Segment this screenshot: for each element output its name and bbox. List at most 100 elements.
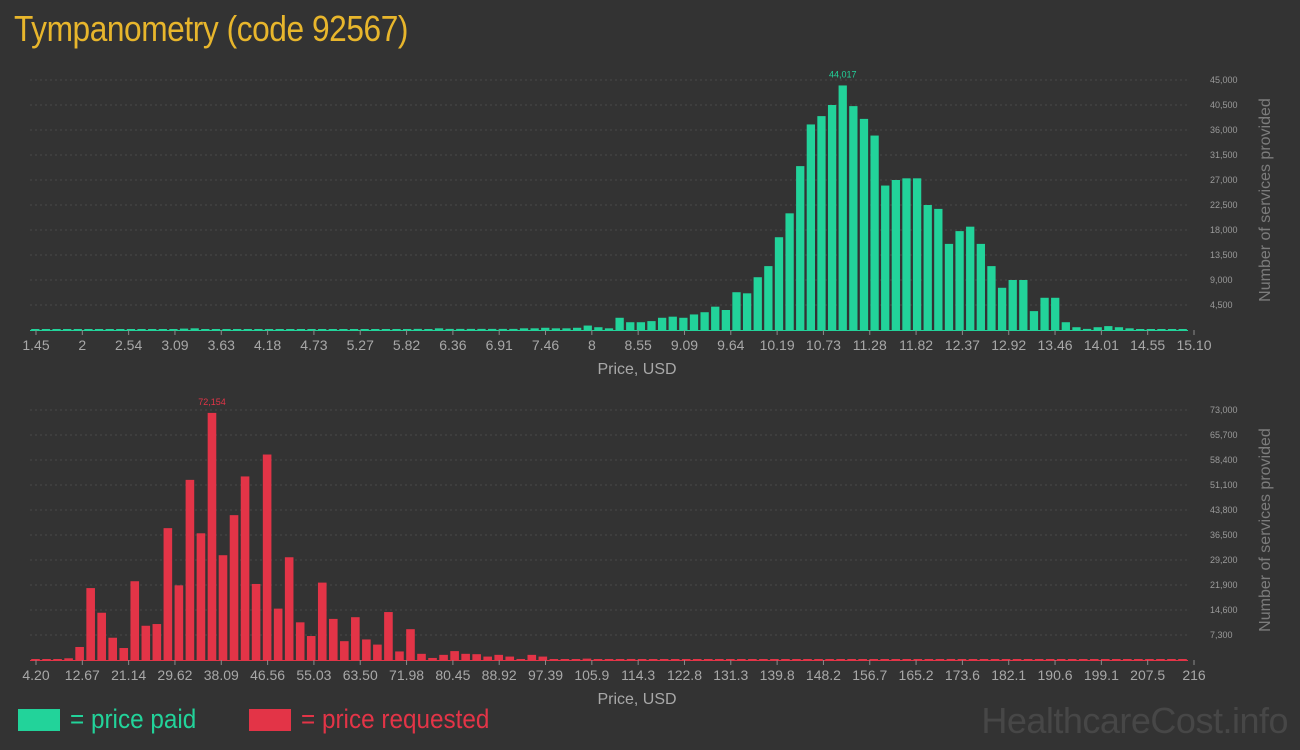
bar	[424, 329, 433, 330]
bar	[636, 322, 646, 330]
x-tick-label: 4.20	[22, 667, 49, 683]
bar	[955, 231, 964, 330]
bar	[1078, 659, 1088, 660]
bar	[1156, 659, 1165, 660]
bar	[626, 322, 635, 330]
y-tick-label: 43,800	[1210, 505, 1238, 515]
bar	[1040, 297, 1049, 330]
bar	[233, 329, 242, 330]
bar	[53, 659, 62, 660]
bar	[116, 329, 125, 330]
y-axis-title: Number of services provided	[1257, 98, 1274, 302]
bar	[1067, 659, 1077, 660]
bar	[63, 329, 72, 330]
bar	[509, 328, 518, 330]
bar	[472, 654, 481, 660]
bar	[307, 329, 316, 330]
bar	[1034, 659, 1044, 660]
bar	[94, 329, 104, 330]
bar	[648, 659, 658, 660]
legend-price-paid: = price paid	[18, 704, 210, 735]
bar	[849, 106, 858, 330]
x-tick-label: 8	[588, 337, 596, 353]
bar	[530, 328, 539, 330]
x-tick-label: 122.8	[667, 667, 702, 683]
y-tick-label: 13,500	[1210, 250, 1238, 260]
bar	[1134, 659, 1143, 660]
bar	[169, 329, 178, 330]
bar	[211, 329, 221, 330]
bar	[764, 266, 773, 330]
bar	[681, 659, 691, 660]
x-tick-label: 4.18	[254, 337, 281, 353]
bar	[847, 659, 856, 660]
bar	[384, 612, 393, 660]
legend-price-requested: = price requested	[249, 704, 510, 735]
x-tick-label: 97.39	[528, 667, 563, 683]
x-tick-label: 173.6	[945, 667, 980, 683]
bar	[251, 583, 261, 660]
x-tick-label: 3.09	[161, 337, 188, 353]
bar	[637, 659, 647, 660]
bar	[785, 213, 794, 330]
bar	[158, 329, 167, 330]
bar	[912, 178, 922, 330]
bar	[349, 329, 359, 330]
bar	[732, 292, 741, 330]
bar	[152, 624, 162, 660]
y-tick-label: 7,300	[1210, 630, 1233, 640]
bar	[987, 266, 996, 330]
bar	[328, 618, 338, 660]
bar	[1072, 327, 1081, 330]
bar	[670, 659, 680, 660]
x-tick-label: 38.09	[204, 667, 239, 683]
x-tick-label: 199.1	[1084, 667, 1119, 683]
bar	[196, 533, 206, 660]
bar	[659, 659, 669, 660]
x-tick-label: 15.10	[1176, 337, 1211, 353]
bar	[934, 208, 943, 330]
x-tick-label: 5.82	[393, 337, 420, 353]
bar	[880, 659, 890, 660]
bar	[737, 659, 746, 660]
y-axis-title: Number of services provided	[1257, 428, 1274, 632]
bar	[774, 237, 784, 330]
bar	[179, 328, 189, 330]
x-axis-title: Price, USD	[597, 361, 676, 378]
bar	[770, 659, 779, 660]
bar	[126, 329, 136, 330]
bar	[371, 329, 380, 330]
bar	[1146, 329, 1155, 330]
legend-requested-swatch	[249, 708, 291, 731]
watermark: HealthcareCost.info	[981, 700, 1288, 741]
bar	[753, 277, 762, 330]
x-tick-label: 29.62	[157, 667, 192, 683]
price-paid-chart: 4,500 9,000 13,500 18,000 22,500 27,000 31,500…	[22, 69, 1274, 378]
bar	[968, 659, 978, 660]
x-tick-label: 114.3	[621, 667, 655, 683]
bar	[1008, 280, 1017, 330]
bar	[527, 654, 537, 660]
bar	[42, 659, 51, 660]
bar	[814, 659, 823, 660]
bar	[1019, 280, 1028, 330]
bar	[604, 328, 614, 330]
bar	[275, 329, 284, 330]
bar	[913, 659, 923, 660]
bar	[1100, 659, 1110, 660]
bar	[711, 306, 720, 330]
x-tick-label: 14.01	[1084, 337, 1119, 353]
x-tick-label: 148.2	[806, 667, 841, 683]
bar	[519, 328, 529, 330]
bar	[286, 329, 295, 330]
bar	[395, 651, 404, 660]
bar	[1157, 329, 1166, 330]
bar	[498, 328, 507, 330]
x-tick-label: 71.98	[389, 667, 424, 683]
bar	[657, 317, 667, 330]
x-tick-label: 6.36	[439, 337, 466, 353]
bar	[1145, 659, 1154, 660]
x-tick-label: 63.50	[343, 667, 378, 683]
x-tick-label: 207.5	[1130, 667, 1165, 683]
x-tick-label: 5.27	[347, 337, 374, 353]
